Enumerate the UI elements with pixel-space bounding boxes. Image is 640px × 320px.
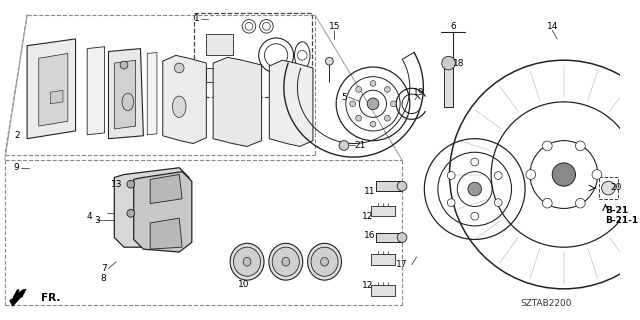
Polygon shape [150,174,182,204]
Text: 5: 5 [341,92,347,101]
Text: 12: 12 [362,282,373,291]
Circle shape [447,172,455,180]
Text: 6: 6 [451,22,456,31]
Polygon shape [134,172,192,252]
Circle shape [370,121,376,127]
Polygon shape [371,205,396,216]
Circle shape [390,101,396,107]
Circle shape [552,163,575,186]
Circle shape [127,180,134,188]
Text: 16: 16 [364,231,376,240]
Text: 8: 8 [100,274,106,283]
Circle shape [447,199,455,206]
Polygon shape [39,53,68,126]
Ellipse shape [172,96,186,117]
Circle shape [575,141,585,151]
Circle shape [494,172,502,180]
Ellipse shape [321,257,328,266]
Ellipse shape [234,247,260,276]
Circle shape [120,61,128,69]
Polygon shape [376,181,402,191]
Text: 14: 14 [547,22,558,31]
Text: 17: 17 [396,260,408,269]
Polygon shape [206,34,232,55]
Circle shape [442,56,455,70]
Circle shape [174,63,184,73]
Text: 12: 12 [362,212,373,221]
Circle shape [397,181,407,191]
Circle shape [543,198,552,208]
Circle shape [468,182,481,196]
Text: B-21: B-21 [605,206,628,215]
Polygon shape [269,60,313,147]
Text: 15: 15 [328,22,340,31]
Text: SZTAB2200: SZTAB2200 [520,299,572,308]
Ellipse shape [311,247,338,276]
Polygon shape [206,68,232,83]
Circle shape [526,170,536,180]
Polygon shape [213,57,262,147]
Ellipse shape [282,257,290,266]
Text: 7: 7 [100,264,106,273]
Text: 13: 13 [111,180,122,189]
Circle shape [326,57,333,65]
Ellipse shape [308,243,342,280]
Text: 18: 18 [453,59,465,68]
Text: 3: 3 [94,216,100,225]
Polygon shape [376,233,402,242]
Ellipse shape [243,257,251,266]
Text: 11: 11 [364,187,376,196]
Polygon shape [371,285,396,296]
Text: 1: 1 [194,14,200,23]
Circle shape [592,170,602,180]
Text: 21: 21 [355,141,366,150]
Polygon shape [51,90,63,104]
Polygon shape [10,289,26,306]
Ellipse shape [272,247,300,276]
Circle shape [385,86,390,92]
Circle shape [543,141,552,151]
Polygon shape [115,60,136,129]
Circle shape [367,98,379,110]
Polygon shape [115,168,189,247]
Text: 19: 19 [413,88,424,97]
Circle shape [356,115,362,121]
Text: FR.: FR. [41,292,60,303]
Circle shape [397,233,407,242]
Circle shape [127,209,134,217]
Polygon shape [109,49,143,139]
Text: B-21-1: B-21-1 [605,216,639,225]
Polygon shape [87,47,104,135]
Polygon shape [150,218,182,249]
Polygon shape [371,254,396,265]
Circle shape [575,198,585,208]
Circle shape [602,181,615,195]
Text: 4: 4 [86,212,92,221]
Ellipse shape [269,243,303,280]
Circle shape [370,81,376,86]
Text: 9: 9 [13,163,19,172]
Text: 10: 10 [238,279,250,289]
Circle shape [471,212,479,220]
Ellipse shape [122,93,134,111]
Circle shape [339,140,349,150]
Circle shape [385,115,390,121]
Circle shape [494,199,502,206]
Circle shape [349,101,356,107]
Polygon shape [444,58,453,107]
Text: 20: 20 [611,183,621,192]
Circle shape [471,158,479,166]
Polygon shape [27,39,76,139]
Polygon shape [163,55,206,144]
Ellipse shape [230,243,264,280]
Polygon shape [147,52,157,135]
Circle shape [356,86,362,92]
Text: 2: 2 [15,131,20,140]
